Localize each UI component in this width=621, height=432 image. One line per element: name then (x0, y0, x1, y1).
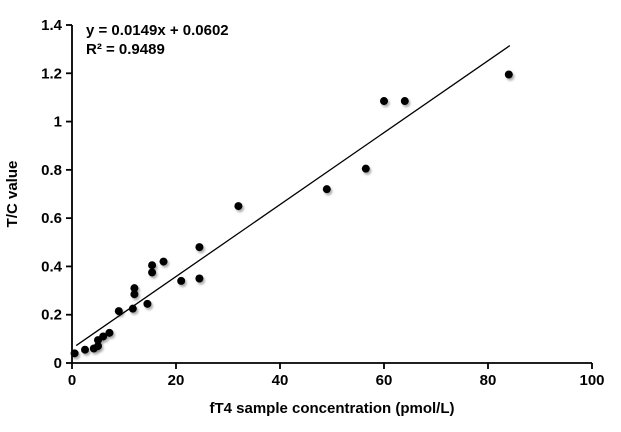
data-point (195, 243, 204, 252)
data-point (94, 342, 102, 351)
data-point (99, 332, 108, 341)
data-point (195, 274, 204, 283)
data-layer (70, 45, 513, 358)
y-tick-label: 1.2 (41, 65, 62, 82)
data-point (143, 299, 152, 308)
data-point (130, 290, 139, 299)
y-tick-label: 0.4 (41, 258, 63, 275)
y-axis-title: T/C value (4, 160, 21, 228)
axes-layer: 0 0.2 0.4 0.6 0.8 1 1.2 1.4 0 20 40 60 80 100 (41, 17, 604, 389)
data-point (234, 202, 243, 211)
data-point (400, 97, 409, 106)
data-point (70, 349, 79, 358)
x-tick-label: 0 (68, 372, 76, 389)
x-tick-label: 100 (579, 372, 604, 389)
y-tick-label: 1.4 (41, 17, 63, 34)
data-point (148, 268, 157, 277)
r-squared-label: R² = 0.9489 (86, 41, 165, 58)
data-point (380, 97, 388, 106)
x-tick-label: 80 (480, 372, 497, 389)
trendline (75, 45, 511, 347)
data-point (114, 307, 123, 316)
trendline-annotation: y = 0.0149x + 0.0602 R² = 0.9489 (86, 21, 229, 59)
y-tick-label: 0.2 (41, 307, 62, 324)
data-point (159, 257, 168, 266)
trendline-equation-label: y = 0.0149x + 0.0602 (86, 22, 229, 39)
data-point (130, 284, 139, 293)
x-tick-label: 20 (168, 372, 185, 389)
x-tick-label: 40 (272, 372, 289, 389)
data-point (322, 185, 331, 194)
y-tick-label: 0 (54, 355, 62, 372)
x-tick-label: 60 (376, 372, 393, 389)
data-point (128, 304, 137, 313)
data-point (81, 345, 89, 354)
data-point (177, 276, 186, 285)
axis-lines (71, 25, 592, 364)
data-point (504, 70, 513, 79)
data-point (105, 328, 114, 337)
y-tick-label: 0.8 (41, 162, 62, 179)
y-tick-label: 0.6 (41, 210, 62, 227)
x-axis-title: fT4 sample concentration (pmol/L) (209, 400, 455, 417)
data-point (361, 164, 370, 173)
y-tick-label: 1 (54, 114, 62, 131)
data-point (148, 261, 157, 270)
